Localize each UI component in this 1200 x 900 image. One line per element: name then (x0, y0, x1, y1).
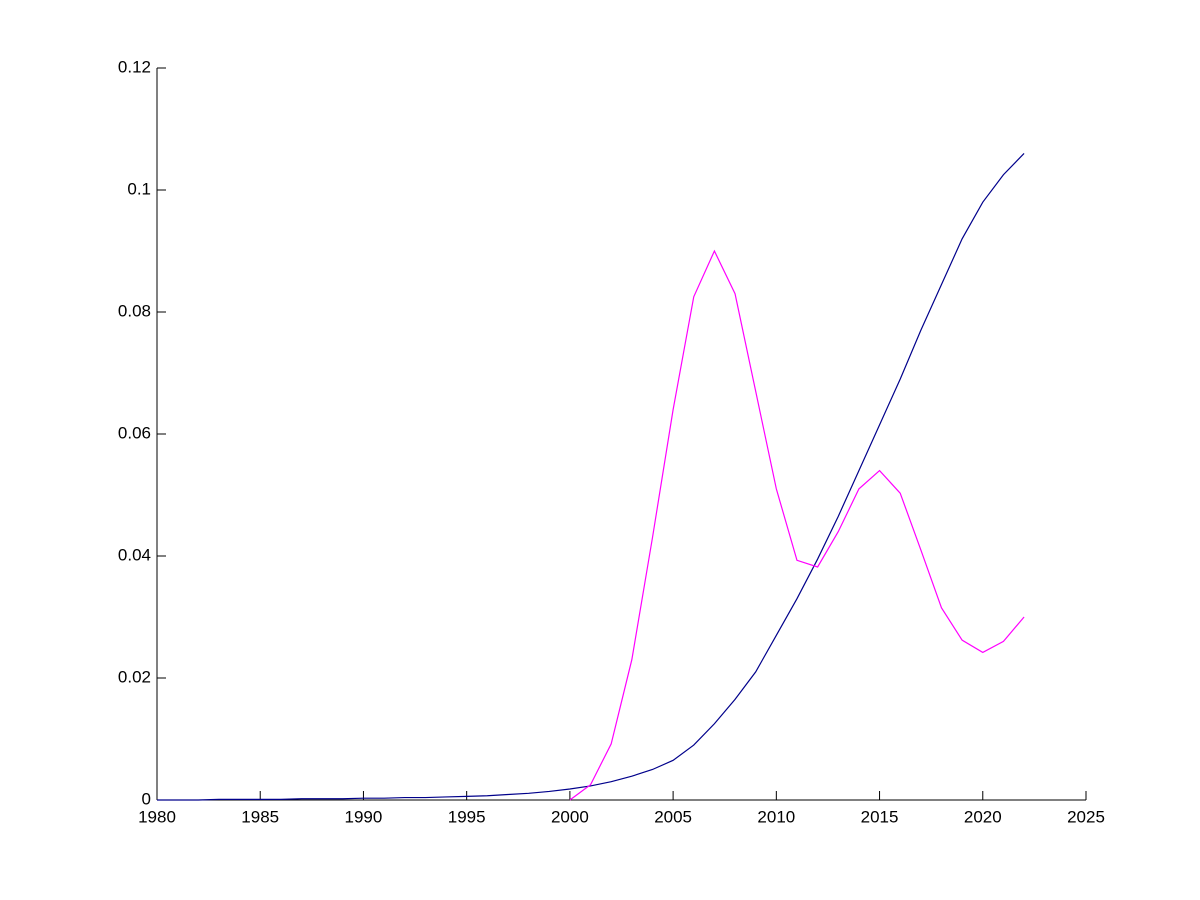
x-tick-label: 1990 (345, 807, 383, 826)
x-tick-label: 1985 (241, 807, 279, 826)
x-tick-label: 1995 (448, 807, 486, 826)
x-tick-label: 2015 (861, 807, 899, 826)
y-tick-label: 0 (142, 789, 151, 808)
x-tick-label: 2000 (551, 807, 589, 826)
y-tick-label: 0.02 (118, 667, 151, 686)
series-line (157, 152, 1025, 801)
y-tick-label: 0.08 (118, 301, 151, 320)
x-tick-label: 1980 (138, 807, 176, 826)
x-tick-label: 2020 (964, 807, 1002, 826)
x-tick-label: 2025 (1067, 807, 1105, 826)
y-tick-label: 0.06 (118, 423, 151, 442)
x-tick-label: 2005 (654, 807, 692, 826)
series-line (569, 249, 1025, 801)
x-tick-label: 2010 (757, 807, 795, 826)
y-tick-label: 0.12 (118, 57, 151, 76)
y-tick-label: 0.1 (127, 179, 151, 198)
y-tick-label: 0.04 (118, 545, 151, 564)
